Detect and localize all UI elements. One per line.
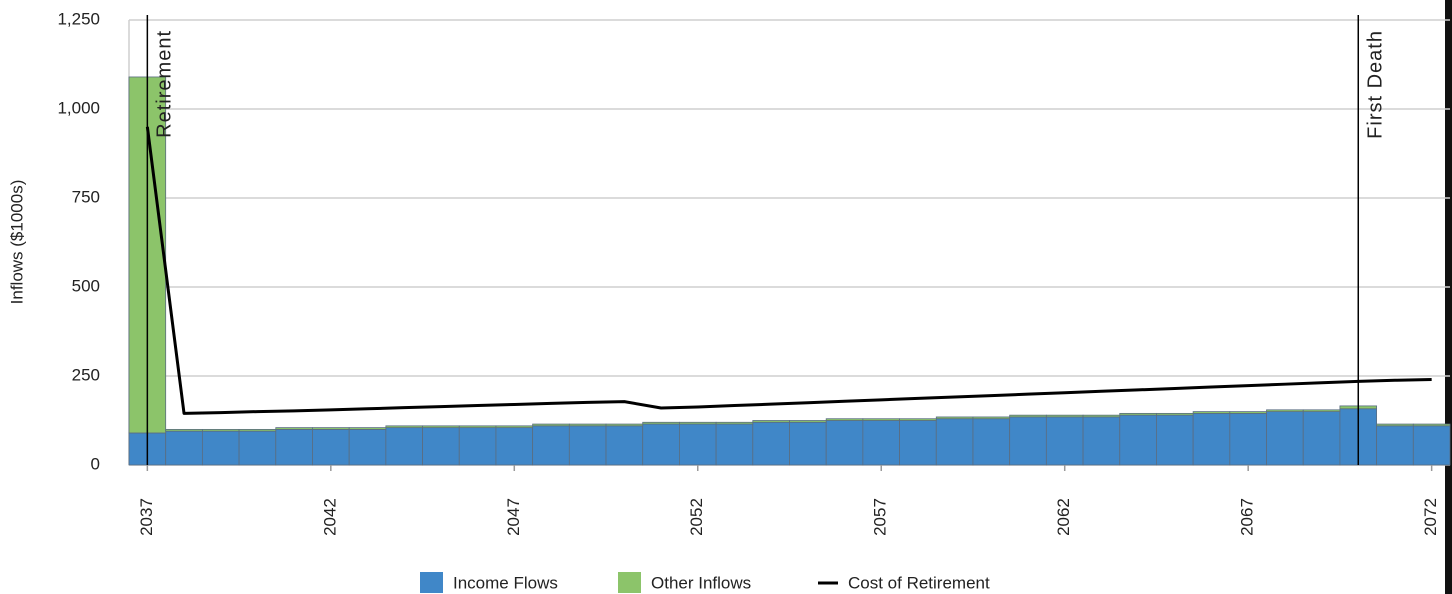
y-tick-label: 250 xyxy=(72,365,100,384)
bar-segment xyxy=(385,427,423,466)
bar-segment xyxy=(605,425,644,466)
x-tick-label: 2067 xyxy=(1238,498,1257,536)
bar-segment xyxy=(1302,411,1341,466)
bar-segment xyxy=(1229,411,1267,414)
legend-label: Other Inflows xyxy=(651,573,751,592)
bar-segment xyxy=(1156,414,1194,466)
bar-segment xyxy=(1119,412,1157,416)
bar-segment xyxy=(825,418,864,421)
legend-swatch xyxy=(618,572,641,593)
bar-segment xyxy=(642,421,680,425)
y-tick-label: 1,000 xyxy=(57,98,100,117)
x-tick-label: 2042 xyxy=(320,498,339,536)
x-tick-label: 2072 xyxy=(1421,498,1440,536)
bar-segment xyxy=(385,425,423,429)
bar-segment xyxy=(348,428,387,466)
bar-segment xyxy=(752,420,790,423)
bar-segment xyxy=(165,428,203,432)
x-tick-label: 2052 xyxy=(687,498,706,536)
y-tick-label: 500 xyxy=(72,276,100,295)
bar-segment xyxy=(972,418,1011,466)
annotation-label: Retirement xyxy=(154,30,176,138)
bar-segment xyxy=(935,418,974,466)
annotation-label: First Death xyxy=(1365,30,1387,139)
bar-segment xyxy=(1082,414,1121,418)
bar-segment xyxy=(532,423,570,427)
legend-label: Cost of Retirement xyxy=(848,573,990,592)
bar-segment xyxy=(862,418,900,421)
line-series xyxy=(145,126,1432,415)
bar-segment xyxy=(752,421,790,466)
bar-segment xyxy=(1266,409,1304,413)
bar-segment xyxy=(899,418,937,421)
bar-segment xyxy=(312,427,350,430)
bar-segment xyxy=(1119,414,1157,466)
bar-segment xyxy=(312,428,350,466)
bar-segment xyxy=(972,416,1011,420)
y-axis-label: Inflows ($1000s) xyxy=(7,180,26,305)
bar-segment xyxy=(605,423,644,427)
bar-segment xyxy=(935,416,974,420)
bar-segment xyxy=(1376,423,1414,427)
bar-segment xyxy=(715,421,754,425)
bar-segment xyxy=(1229,412,1267,466)
bar-segment xyxy=(1045,414,1084,418)
bar-segment xyxy=(1156,412,1194,416)
y-tick-label: 0 xyxy=(91,454,100,473)
bar-segment xyxy=(1192,412,1231,466)
bar-segment xyxy=(789,420,827,423)
bar-segment xyxy=(238,430,277,466)
bar-segment xyxy=(458,427,497,466)
bar-segment xyxy=(899,420,937,466)
bar-segment xyxy=(348,427,387,430)
x-tick-label: 2037 xyxy=(137,498,156,536)
y-tick-label: 750 xyxy=(72,187,100,206)
bar-segment xyxy=(1045,416,1084,466)
bar-segment xyxy=(1009,414,1047,418)
x-tick-label: 2047 xyxy=(504,498,523,536)
bar-segment xyxy=(715,423,754,466)
x-tick-label: 2062 xyxy=(1054,498,1073,536)
bar-segment xyxy=(495,425,534,429)
x-tick-label: 2057 xyxy=(871,498,890,536)
bar-segment xyxy=(1376,425,1414,466)
bar-segment xyxy=(862,420,900,466)
bar-segment xyxy=(1266,411,1304,466)
legend-swatch xyxy=(420,572,443,593)
bar-segment xyxy=(422,425,460,429)
bar-segment xyxy=(789,421,827,466)
bar-segment xyxy=(825,420,864,466)
bar-segment xyxy=(1302,409,1341,413)
bar-segment xyxy=(1412,423,1451,427)
bar-segment xyxy=(642,423,680,466)
scroll-edge xyxy=(1445,0,1452,594)
bar-segment xyxy=(568,423,607,427)
bar-segment xyxy=(275,428,313,466)
bar-segment xyxy=(679,421,717,425)
bar-segment xyxy=(1009,416,1047,466)
bar-segment xyxy=(495,427,534,466)
bar-segment xyxy=(532,425,570,466)
bar-segment xyxy=(165,430,203,466)
bar-segment xyxy=(422,427,460,466)
bar-segment xyxy=(458,425,497,429)
bar-segment xyxy=(679,423,717,466)
bar-segment xyxy=(275,427,313,430)
bar-segment xyxy=(201,428,240,432)
bar-segment xyxy=(1412,425,1451,466)
legend-label: Income Flows xyxy=(453,573,558,592)
bar-segment xyxy=(1192,411,1231,414)
y-tick-label: 1,250 xyxy=(57,9,100,28)
bar-segment xyxy=(1082,416,1121,466)
bar-segment xyxy=(568,425,607,466)
bar-segment xyxy=(238,428,277,432)
bar-segment xyxy=(201,430,240,466)
